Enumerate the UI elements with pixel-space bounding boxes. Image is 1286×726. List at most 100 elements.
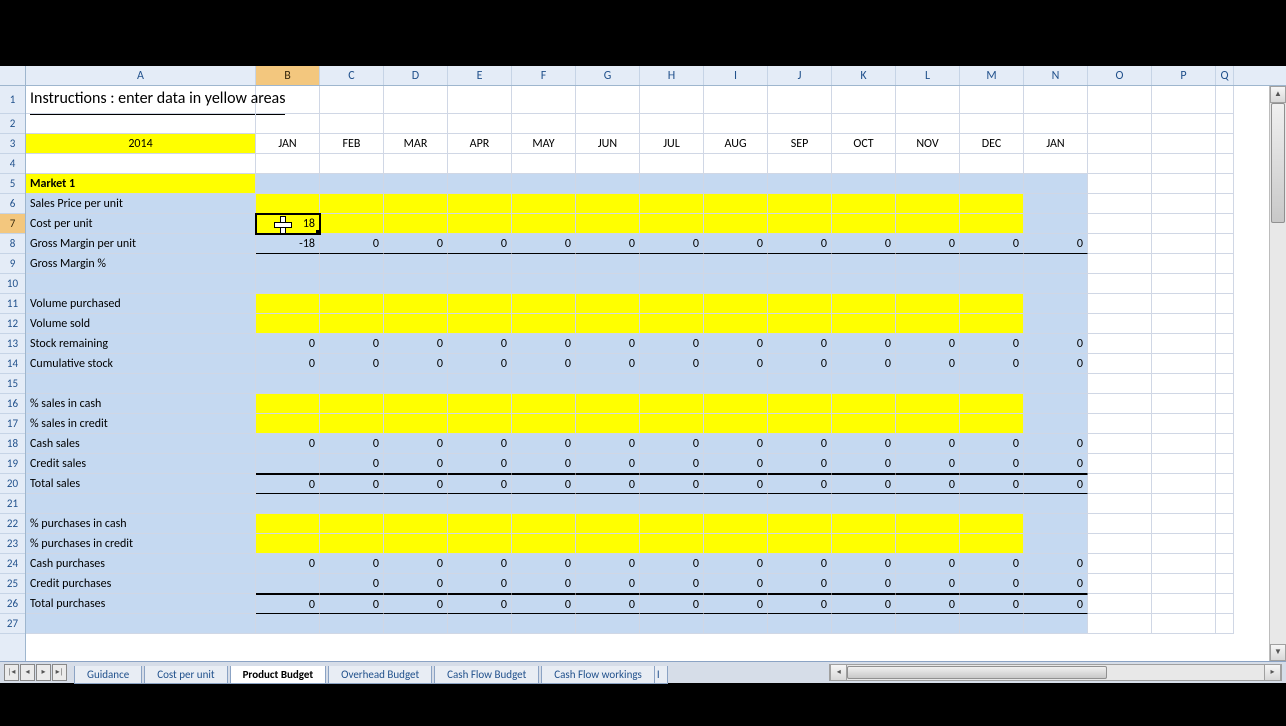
cell[interactable] xyxy=(1152,294,1216,314)
cell[interactable]: AUG xyxy=(704,134,768,154)
cell[interactable]: 0 xyxy=(576,474,640,494)
cell[interactable]: 0 xyxy=(960,354,1024,374)
cell[interactable] xyxy=(576,114,640,134)
row-header[interactable]: 26 xyxy=(0,594,25,614)
cell[interactable]: Credit purchases xyxy=(26,574,256,594)
cell[interactable] xyxy=(960,86,1024,114)
cell[interactable]: 0 xyxy=(896,354,960,374)
cell[interactable] xyxy=(1024,374,1088,394)
cell[interactable] xyxy=(576,614,640,634)
cell[interactable] xyxy=(320,494,384,514)
cell[interactable]: 0 xyxy=(512,474,576,494)
cell[interactable] xyxy=(512,194,576,214)
cell[interactable] xyxy=(320,86,384,114)
cell[interactable]: 0 xyxy=(768,434,832,454)
cell[interactable] xyxy=(26,274,256,294)
column-header[interactable]: P xyxy=(1152,66,1216,85)
cell[interactable]: 0 xyxy=(512,594,576,614)
cell[interactable] xyxy=(1088,534,1152,554)
cell[interactable]: JUN xyxy=(576,134,640,154)
cell-grid[interactable]: Instructions : enter data in yellow area… xyxy=(26,86,1269,661)
cell[interactable]: 0 xyxy=(960,594,1024,614)
cell[interactable] xyxy=(832,394,896,414)
cell[interactable] xyxy=(576,534,640,554)
cell[interactable]: 0 xyxy=(1024,454,1088,474)
cell[interactable] xyxy=(960,614,1024,634)
cell[interactable] xyxy=(1088,474,1152,494)
cell[interactable] xyxy=(448,414,512,434)
cell[interactable] xyxy=(448,614,512,634)
cell[interactable] xyxy=(1152,194,1216,214)
cell[interactable] xyxy=(576,274,640,294)
cell[interactable] xyxy=(512,534,576,554)
cell[interactable] xyxy=(704,514,768,534)
cell[interactable]: -18 xyxy=(256,234,320,254)
cell[interactable] xyxy=(448,154,512,174)
row-header[interactable]: 11 xyxy=(0,294,25,314)
cell[interactable] xyxy=(256,254,320,274)
cell[interactable]: 0 xyxy=(576,554,640,574)
cell[interactable] xyxy=(640,154,704,174)
cell[interactable] xyxy=(896,154,960,174)
cell[interactable] xyxy=(256,534,320,554)
cell[interactable] xyxy=(320,214,384,234)
cell[interactable]: Total sales xyxy=(26,474,256,494)
cell[interactable] xyxy=(384,494,448,514)
cell[interactable] xyxy=(1088,114,1152,134)
cell[interactable]: 0 xyxy=(448,334,512,354)
column-header[interactable]: A xyxy=(26,66,256,85)
cell[interactable] xyxy=(1088,234,1152,254)
cell[interactable] xyxy=(384,86,448,114)
cell[interactable] xyxy=(320,114,384,134)
cell[interactable] xyxy=(384,394,448,414)
cell[interactable] xyxy=(1088,374,1152,394)
cell[interactable]: 0 xyxy=(384,354,448,374)
cell[interactable] xyxy=(1088,354,1152,374)
cell[interactable]: Market 1 xyxy=(26,174,256,194)
cell[interactable]: 0 xyxy=(896,554,960,574)
cell[interactable] xyxy=(384,314,448,334)
cell[interactable] xyxy=(896,394,960,414)
cell[interactable] xyxy=(768,374,832,394)
cell[interactable] xyxy=(576,374,640,394)
cell[interactable] xyxy=(384,414,448,434)
sheet-tab[interactable]: Overhead Budget xyxy=(328,666,432,684)
cell[interactable] xyxy=(640,394,704,414)
cell[interactable]: 0 xyxy=(384,334,448,354)
cell[interactable] xyxy=(576,254,640,274)
cell[interactable]: 0 xyxy=(384,574,448,594)
cell[interactable] xyxy=(1024,214,1088,234)
cell[interactable] xyxy=(512,414,576,434)
cell[interactable]: 0 xyxy=(1024,574,1088,594)
row-header[interactable]: 5 xyxy=(0,174,25,194)
cell[interactable]: 0 xyxy=(512,434,576,454)
cell[interactable] xyxy=(512,114,576,134)
cell[interactable] xyxy=(640,114,704,134)
row-header[interactable]: 22 xyxy=(0,514,25,534)
cell[interactable] xyxy=(832,254,896,274)
cell[interactable]: 0 xyxy=(320,474,384,494)
cell[interactable]: 0 xyxy=(896,334,960,354)
column-header[interactable]: Q xyxy=(1216,66,1234,85)
cell[interactable]: 0 xyxy=(896,234,960,254)
cell[interactable] xyxy=(960,534,1024,554)
cell[interactable]: 0 xyxy=(448,354,512,374)
column-header[interactable]: N xyxy=(1024,66,1088,85)
cell[interactable]: 0 xyxy=(768,354,832,374)
cell[interactable]: 0 xyxy=(512,334,576,354)
cell[interactable] xyxy=(1088,254,1152,274)
cell[interactable] xyxy=(576,494,640,514)
cell[interactable] xyxy=(768,314,832,334)
cell[interactable] xyxy=(768,534,832,554)
cell[interactable]: 0 xyxy=(512,354,576,374)
cell[interactable] xyxy=(1216,254,1234,274)
cell[interactable]: Cash sales xyxy=(26,434,256,454)
cell[interactable] xyxy=(1216,574,1234,594)
cell[interactable] xyxy=(512,214,576,234)
cell[interactable] xyxy=(1216,454,1234,474)
cell[interactable] xyxy=(1024,494,1088,514)
cell[interactable]: 0 xyxy=(320,434,384,454)
cell[interactable] xyxy=(832,314,896,334)
cell[interactable] xyxy=(256,374,320,394)
cell[interactable] xyxy=(512,614,576,634)
